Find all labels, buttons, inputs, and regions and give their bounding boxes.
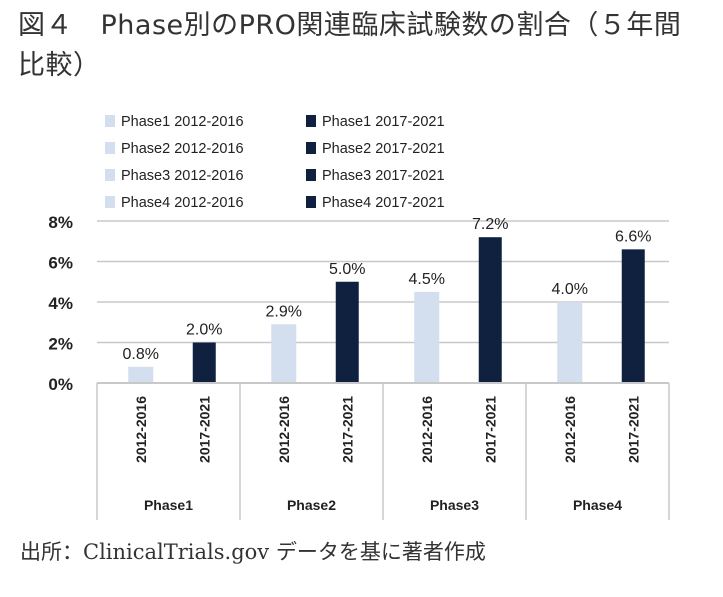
data-label: 6.6% [615, 228, 651, 245]
figure-title: 図４ Phase別のPRO関連臨床試験数の割合（５年間比較） [18, 10, 682, 81]
data-label: 4.0% [552, 281, 588, 298]
legend-swatch [105, 196, 115, 208]
legend-swatch [306, 196, 316, 208]
category-label: 2017-2021 [196, 396, 212, 463]
y-tick-label: 2% [48, 335, 73, 354]
data-label: 4.5% [409, 271, 445, 288]
bar [335, 281, 359, 383]
category-label: 2012-2016 [419, 396, 435, 463]
y-tick-label: 8% [48, 213, 73, 232]
category-label: 2012-2016 [562, 396, 578, 463]
data-label: 2.0% [186, 322, 222, 339]
category-label: 2012-2016 [133, 396, 149, 463]
group-label: Phase2 [287, 497, 336, 513]
legend-swatch [306, 115, 316, 127]
data-label: 2.9% [266, 303, 302, 320]
data-label: 5.0% [329, 261, 365, 278]
data-label: 7.2% [472, 216, 508, 233]
legend-swatch [105, 115, 115, 127]
legend-label: Phase4 2012-2016 [121, 195, 244, 211]
y-tick-label: 6% [48, 254, 73, 273]
bar [192, 342, 216, 383]
y-tick-label: 4% [48, 294, 73, 313]
bar [621, 249, 645, 383]
legend-label: Phase3 2012-2016 [121, 168, 244, 184]
data-label: 0.8% [123, 346, 159, 363]
category-label: 2017-2021 [339, 396, 355, 463]
source-note: 出所：ClinicalTrials.gov データを基に著者作成 [20, 540, 486, 564]
category-label: 2017-2021 [482, 396, 498, 463]
legend-label: Phase3 2017-2021 [322, 168, 445, 184]
category-label: 2012-2016 [276, 396, 292, 463]
bar [557, 302, 583, 383]
y-tick-label: 0% [48, 375, 73, 394]
category-label: 2017-2021 [625, 396, 641, 463]
bar [128, 366, 154, 383]
legend-swatch [105, 169, 115, 181]
bar [271, 324, 297, 383]
legend-swatch [306, 169, 316, 181]
bar [414, 291, 440, 383]
legend-label: Phase1 2017-2021 [322, 114, 445, 130]
legend-label: Phase4 2017-2021 [322, 195, 445, 211]
legend-swatch [105, 142, 115, 154]
group-label: Phase4 [573, 497, 622, 513]
legend-swatch [306, 142, 316, 154]
bar [478, 237, 502, 383]
legend-label: Phase2 2017-2021 [322, 141, 445, 157]
group-label: Phase3 [430, 497, 479, 513]
group-label: Phase1 [144, 497, 193, 513]
legend-label: Phase2 2012-2016 [121, 141, 244, 157]
legend-label: Phase1 2012-2016 [121, 114, 244, 130]
